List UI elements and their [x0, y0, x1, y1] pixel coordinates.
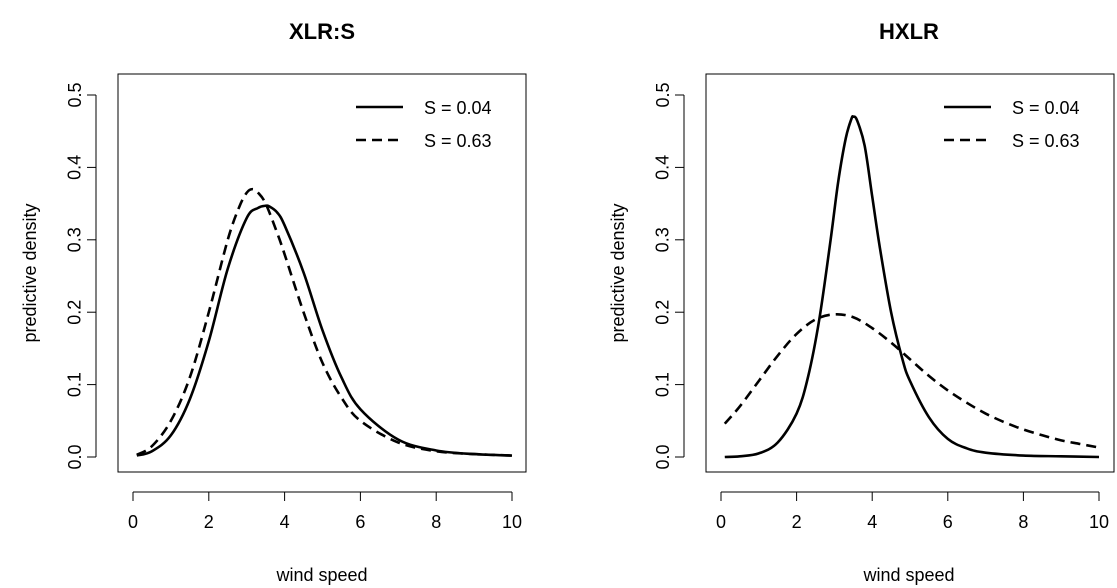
- chart-title: XLR:S: [289, 19, 355, 44]
- x-axis-label: wind speed: [275, 565, 367, 585]
- x-axis-label: wind speed: [862, 565, 954, 585]
- curve-group: [723, 115, 1100, 459]
- series-line-solid: [136, 204, 513, 457]
- x-tick-label: 4: [280, 512, 290, 532]
- y-tick-label: 0.0: [653, 444, 673, 469]
- chart-title: HXLR: [879, 19, 939, 44]
- series-line-dashed: [723, 312, 1100, 449]
- x-tick-label: 10: [502, 512, 522, 532]
- plot-frame: [705, 73, 1115, 473]
- y-tick-label: 0.2: [65, 300, 85, 325]
- y-tick-label: 0.2: [653, 300, 673, 325]
- legend-label: S = 0.04: [1012, 98, 1080, 118]
- y-tick-label: 0.4: [65, 155, 85, 180]
- y-tick-label: 0.1: [65, 372, 85, 397]
- tick-group: 0 2 4 6 8 10 0.0 0.1 0.2 0.3 0.4 0.5: [653, 82, 1109, 532]
- legend-label: S = 0.63: [1012, 131, 1080, 151]
- x-tick-label: 6: [355, 512, 365, 532]
- x-tick-label: 8: [1018, 512, 1028, 532]
- x-tick-label: 6: [943, 512, 953, 532]
- x-tick-label: 0: [716, 512, 726, 532]
- legend-label: S = 0.63: [424, 131, 492, 151]
- y-tick-label: 0.0: [65, 444, 85, 469]
- y-axis-label: predictive density: [20, 203, 40, 342]
- series-line-dashed: [136, 187, 513, 457]
- series-line-solid: [724, 115, 1100, 459]
- x-tick-label: 0: [128, 512, 138, 532]
- y-tick-label: 0.4: [653, 155, 673, 180]
- legend: S = 0.04 S = 0.63: [944, 98, 1080, 151]
- y-tick-label: 0.3: [65, 227, 85, 252]
- legend: S = 0.04 S = 0.63: [356, 98, 492, 151]
- curve-group: [136, 187, 513, 457]
- y-tick-label: 0.5: [65, 82, 85, 107]
- x-tick-label: 4: [867, 512, 877, 532]
- y-tick-label: 0.3: [653, 227, 673, 252]
- y-axis-label: predictive density: [608, 203, 628, 342]
- y-tick-label: 0.1: [653, 372, 673, 397]
- panel-hxlr: HXLR 0 2 4 6 8 10 0.0 0.1 0.2 0.3 0.4 0.5 S = 0.04 …: [608, 19, 1115, 585]
- legend-label: S = 0.04: [424, 98, 492, 118]
- x-tick-label: 10: [1089, 512, 1109, 532]
- y-tick-label: 0.5: [653, 82, 673, 107]
- x-tick-label: 2: [204, 512, 214, 532]
- panel-xlr-s: XLR:S 0 2 4 6 8 10 0.0 0.1 0.2 0.3 0.4 0.5 S = 0.04…: [20, 19, 527, 585]
- tick-group: 0 2 4 6 8 10 0.0 0.1 0.2 0.3 0.4 0.5: [65, 82, 522, 532]
- x-tick-label: 2: [792, 512, 802, 532]
- x-tick-label: 8: [431, 512, 441, 532]
- plot-frame: [117, 73, 527, 473]
